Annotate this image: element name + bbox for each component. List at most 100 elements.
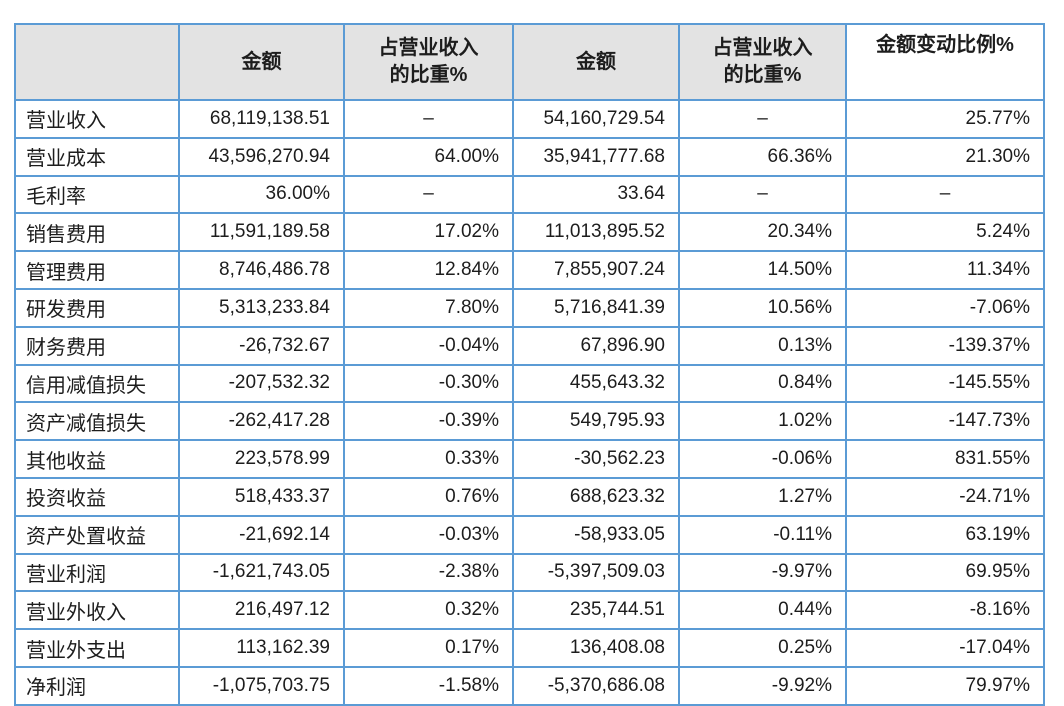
cell-value: 518,433.37 bbox=[178, 476, 345, 517]
cell-value: 549,795.93 bbox=[512, 401, 680, 442]
table-row: 销售费用 11,591,189.58 17.02% 11,013,895.52 20.3… bbox=[14, 212, 1045, 253]
cell-value: 235,744.51 bbox=[512, 590, 680, 631]
cell-value: 5,313,233.84 bbox=[178, 287, 345, 328]
cell-value: -0.04% bbox=[343, 325, 514, 366]
cell-value: 64.00% bbox=[343, 136, 514, 177]
cell-value: 54,160,729.54 bbox=[512, 99, 680, 139]
cell-value: -147.73% bbox=[845, 401, 1045, 442]
column-header-label: 占营业收入 bbox=[712, 37, 813, 59]
column-header-label: 金额变动比例% bbox=[876, 34, 1014, 56]
cell-value: -26,732.67 bbox=[178, 325, 345, 366]
table-row: 营业外收入 216,497.12 0.32% 235,744.51 0.44% -8.16… bbox=[14, 590, 1045, 631]
cell-value: 223,578.99 bbox=[178, 439, 345, 479]
financial-table-container: 金额 占营业收入 的比重% 金额 占营业收入 的比重% 金额变动比例% bbox=[14, 23, 1045, 706]
cell-value: 7.80% bbox=[343, 287, 514, 328]
row-label: 管理费用 bbox=[14, 250, 180, 290]
table-row: 营业收入 68,119,138.51–54,160,729.54–25.77% bbox=[14, 99, 1045, 139]
cell-value: -145.55% bbox=[845, 363, 1045, 404]
cell-value: -30,562.23 bbox=[512, 439, 680, 479]
cell-value: -1,621,743.05 bbox=[178, 552, 345, 593]
table-row: 资产减值损失 -262,417.28 -0.39% 549,795.93 1.02% -1… bbox=[14, 401, 1045, 442]
table-body: 营业收入 68,119,138.51–54,160,729.54–25.77% 营业… bbox=[14, 99, 1045, 706]
cell-value: – bbox=[678, 99, 847, 139]
column-header-label: 金额 bbox=[576, 50, 616, 73]
cell-value: – bbox=[343, 174, 514, 215]
cell-value: 79.97% bbox=[845, 665, 1045, 706]
cell-value: 0.17% bbox=[343, 628, 514, 668]
row-label: 营业收入 bbox=[14, 99, 180, 139]
column-header-amount-prior: 金额 bbox=[512, 23, 680, 101]
cell-value: -21,692.14 bbox=[178, 514, 345, 555]
cell-value: -1,075,703.75 bbox=[178, 665, 345, 706]
cell-value: 35,941,777.68 bbox=[512, 136, 680, 177]
cell-value: 5.24% bbox=[845, 212, 1045, 253]
row-label: 销售费用 bbox=[14, 212, 180, 253]
cell-value: 11,013,895.52 bbox=[512, 212, 680, 253]
cell-value: 831.55% bbox=[845, 439, 1045, 479]
cell-value: 63.19% bbox=[845, 514, 1045, 555]
column-header-label: 的比重% bbox=[723, 64, 802, 86]
table-row: 财务费用 -26,732.67 -0.04% 67,896.90 0.13% -139.3… bbox=[14, 325, 1045, 366]
cell-value: -17.04% bbox=[845, 628, 1045, 668]
cell-value: – bbox=[845, 174, 1045, 215]
table-row: 净利润 -1,075,703.75 -1.58% -5,370,686.08 -9.92… bbox=[14, 665, 1045, 706]
cell-value: -0.03% bbox=[343, 514, 514, 555]
row-label: 营业利润 bbox=[14, 552, 180, 593]
table-header: 金额 占营业收入 的比重% 金额 占营业收入 的比重% 金额变动比例% bbox=[14, 23, 1045, 101]
financial-comparison-table: 金额 占营业收入 的比重% 金额 占营业收入 的比重% 金额变动比例% bbox=[14, 23, 1045, 706]
table-row: 营业利润 -1,621,743.05 -2.38% -5,397,509.03 -9.9… bbox=[14, 552, 1045, 593]
row-label: 净利润 bbox=[14, 665, 180, 706]
cell-value: 455,643.32 bbox=[512, 363, 680, 404]
cell-value: -0.11% bbox=[678, 514, 847, 555]
cell-value: -8.16% bbox=[845, 590, 1045, 631]
cell-value: 69.95% bbox=[845, 552, 1045, 593]
cell-value: 0.33% bbox=[343, 439, 514, 479]
row-label: 信用减值损失 bbox=[14, 363, 180, 404]
cell-value: 7,855,907.24 bbox=[512, 250, 680, 290]
cell-value: -9.92% bbox=[678, 665, 847, 706]
row-label: 营业外收入 bbox=[14, 590, 180, 631]
cell-value: 0.44% bbox=[678, 590, 847, 631]
column-header-label: 的比重% bbox=[389, 64, 468, 86]
table-row: 信用减值损失 -207,532.32 -0.30% 455,643.32 0.84% -1… bbox=[14, 363, 1045, 404]
cell-value: 67,896.90 bbox=[512, 325, 680, 366]
cell-value: 20.34% bbox=[678, 212, 847, 253]
cell-value: 136,408.08 bbox=[512, 628, 680, 668]
table-row: 管理费用 8,746,486.78 12.84% 7,855,907.24 14.50%… bbox=[14, 250, 1045, 290]
cell-value: -139.37% bbox=[845, 325, 1045, 366]
cell-value: -0.30% bbox=[343, 363, 514, 404]
cell-value: 688,623.32 bbox=[512, 476, 680, 517]
cell-value: 12.84% bbox=[343, 250, 514, 290]
column-header-label: 金额 bbox=[241, 50, 282, 73]
cell-value: -7.06% bbox=[845, 287, 1045, 328]
cell-value: 68,119,138.51 bbox=[178, 99, 345, 139]
cell-value: -2.38% bbox=[343, 552, 514, 593]
cell-value: 0.84% bbox=[678, 363, 847, 404]
row-label: 营业外支出 bbox=[14, 628, 180, 668]
cell-value: 113,162.39 bbox=[178, 628, 345, 668]
cell-value: 10.56% bbox=[678, 287, 847, 328]
cell-value: -58,933.05 bbox=[512, 514, 680, 555]
cell-value: 21.30% bbox=[845, 136, 1045, 177]
cell-value: 17.02% bbox=[343, 212, 514, 253]
cell-value: 14.50% bbox=[678, 250, 847, 290]
row-label: 研发费用 bbox=[14, 287, 180, 328]
cell-value: – bbox=[343, 99, 514, 139]
cell-value: 216,497.12 bbox=[178, 590, 345, 631]
cell-value: 0.13% bbox=[678, 325, 847, 366]
row-label: 其他收益 bbox=[14, 439, 180, 479]
cell-value: 0.25% bbox=[678, 628, 847, 668]
table-row: 投资收益 518,433.37 0.76% 688,623.32 1.27% -24.71… bbox=[14, 476, 1045, 517]
cell-value: 8,746,486.78 bbox=[178, 250, 345, 290]
table-row: 毛利率 36.00% –33.64– – bbox=[14, 174, 1045, 215]
cell-value: -262,417.28 bbox=[178, 401, 345, 442]
cell-value: 1.02% bbox=[678, 401, 847, 442]
cell-value: -1.58% bbox=[343, 665, 514, 706]
cell-value: -9.97% bbox=[678, 552, 847, 593]
cell-value: 11.34% bbox=[845, 250, 1045, 290]
cell-value: -5,397,509.03 bbox=[512, 552, 680, 593]
cell-value: 43,596,270.94 bbox=[178, 136, 345, 177]
cell-value: 25.77% bbox=[845, 99, 1045, 139]
cell-value: 36.00% bbox=[178, 174, 345, 215]
row-label: 营业成本 bbox=[14, 136, 180, 177]
